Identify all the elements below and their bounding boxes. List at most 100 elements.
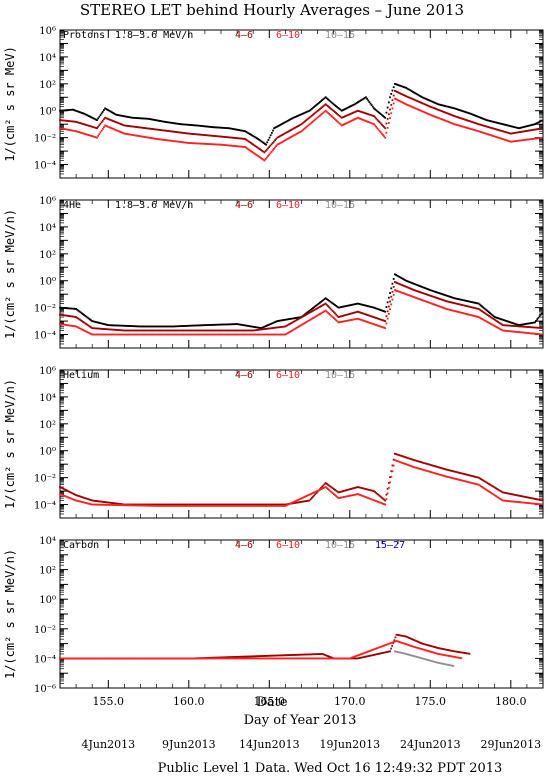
data-point: [175, 504, 178, 507]
data-point: [521, 323, 524, 326]
data-point: [83, 123, 86, 126]
data-point: [153, 503, 156, 506]
data-point: [71, 492, 74, 495]
data-point: [117, 329, 120, 331]
data-point: [78, 500, 81, 503]
data-point: [337, 491, 340, 494]
data-point: [79, 111, 82, 114]
data-point: [383, 651, 386, 654]
data-point: [118, 324, 121, 327]
data-point: [358, 486, 360, 489]
data-point: [104, 124, 106, 127]
data-point: [350, 112, 352, 115]
data-point: [465, 480, 467, 483]
data-point: [345, 495, 348, 498]
data-point: [325, 97, 328, 100]
data-point: [262, 503, 265, 506]
data-point: [517, 494, 520, 497]
data-point: [298, 325, 301, 328]
data-point: [215, 504, 218, 507]
data-point: [462, 480, 465, 482]
data-point: [365, 655, 367, 658]
data-point: [471, 301, 474, 304]
data-point: [269, 323, 272, 326]
data-point: [255, 154, 258, 156]
data-point: [385, 131, 388, 134]
data-point: [531, 129, 534, 131]
data-point: [109, 328, 112, 331]
panel-helium: Helium 4–6 6–10 10–1510⁶10⁴10²10⁰10⁻²10⁻⁴1/…: [3, 366, 544, 519]
data-point: [147, 657, 150, 660]
data-point: [420, 109, 422, 112]
data-point: [143, 504, 145, 507]
data-point: [130, 125, 133, 128]
data-point: [59, 323, 61, 325]
data-point: [471, 128, 474, 131]
data-point: [322, 111, 325, 114]
data-point: [521, 130, 524, 133]
data-point: [511, 321, 513, 324]
data-point: [197, 124, 199, 127]
data-point: [430, 100, 433, 103]
data-point: [513, 500, 516, 503]
data-point: [301, 129, 304, 132]
data-point: [66, 324, 68, 326]
y-tick-label: 10²: [39, 566, 56, 577]
data-point: [286, 324, 289, 327]
data-point: [86, 657, 89, 660]
data-point: [529, 332, 532, 335]
data-point: [175, 122, 178, 125]
data-point: [153, 325, 156, 328]
data-point: [126, 125, 129, 127]
data-point: [152, 657, 155, 660]
data-point: [450, 476, 452, 479]
data-point: [181, 504, 183, 507]
data-point: [490, 134, 493, 137]
data-point: [293, 328, 296, 330]
data-point: [256, 503, 259, 506]
data-point: [401, 101, 404, 104]
data-point: [235, 333, 237, 336]
data-point: [207, 324, 210, 326]
data-point: [99, 657, 102, 660]
data-point: [74, 130, 76, 132]
data-point: [89, 325, 91, 328]
data-point: [489, 126, 491, 129]
data-point: [260, 333, 263, 336]
data-point: [168, 130, 171, 133]
data-point: [446, 295, 449, 297]
data-point: [371, 114, 374, 117]
data-point: [166, 504, 168, 507]
data-point: [413, 282, 416, 285]
data-point: [484, 125, 487, 128]
data-point: [267, 654, 270, 657]
data-point: [320, 653, 323, 655]
data-point: [233, 145, 236, 147]
data-point: [114, 128, 117, 131]
data-point: [182, 504, 184, 507]
data-point: [262, 158, 265, 161]
data-point: [338, 491, 341, 493]
data-point: [61, 487, 64, 490]
data-point: [293, 127, 296, 129]
data-point: [460, 472, 463, 475]
data-point: [432, 295, 435, 298]
data-point: [92, 657, 95, 660]
data-point: [483, 118, 486, 121]
data-point: [195, 324, 198, 327]
data-point: [459, 124, 462, 127]
data-point: [490, 120, 493, 123]
data-point: [330, 301, 333, 304]
data-point: [524, 501, 527, 504]
data-point: [189, 504, 191, 507]
data-point: [493, 318, 496, 321]
data-point: [360, 318, 363, 321]
data-point: [390, 303, 393, 306]
data-point: [310, 114, 313, 117]
data-point: [406, 463, 409, 466]
data-point: [422, 461, 425, 464]
data-point: [535, 326, 537, 329]
data-point: [279, 333, 282, 336]
data-point: [246, 333, 249, 336]
data-point: [138, 333, 141, 336]
